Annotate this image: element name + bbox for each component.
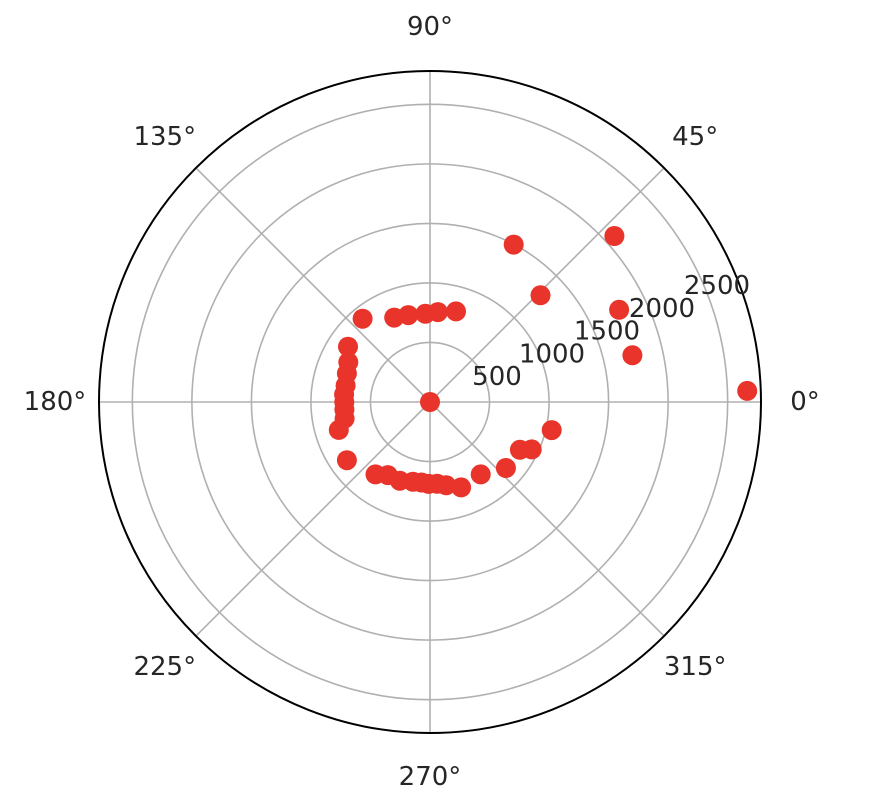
data-point (336, 450, 357, 471)
theta-gridline-315 (429, 401, 665, 637)
data-point (503, 234, 524, 255)
theta-gridline-135 (195, 167, 431, 403)
r-gridline-500 (369, 341, 491, 463)
polar-grid (99, 71, 761, 733)
r-gridline-2500 (131, 103, 729, 701)
theta-tick-label: 90° (407, 12, 453, 42)
data-point (384, 307, 405, 328)
r-gridline-2000 (191, 163, 669, 641)
theta-gridline-45 (429, 167, 665, 403)
r-gridline-1500 (250, 222, 610, 582)
theta-tick-label: 270° (399, 762, 462, 792)
data-point (622, 345, 643, 366)
r-tick-label: 500 (472, 362, 522, 392)
data-point (521, 439, 542, 460)
data-point (737, 380, 758, 401)
data-point (328, 419, 349, 440)
data-point (436, 475, 457, 496)
theta-tick-label: 135° (133, 122, 196, 152)
data-point (338, 336, 358, 357)
theta-tick-label: 45° (672, 122, 718, 152)
data-point (541, 420, 562, 441)
theta-gridline-225 (195, 401, 431, 637)
theta-tick-label: 225° (133, 652, 196, 682)
r-gridline-1000 (310, 282, 550, 522)
data-point (470, 464, 491, 485)
r-tick-label: 2500 (684, 271, 750, 301)
data-point (451, 477, 472, 498)
data-point (530, 285, 551, 306)
data-point (420, 392, 440, 412)
data-point (604, 226, 625, 246)
data-point (495, 458, 516, 478)
data-point (446, 301, 466, 322)
polar-frame (98, 70, 762, 734)
theta-tick-label: 315° (664, 652, 727, 682)
data-point (352, 308, 373, 329)
tick-labels: 0°45°90°135°180°225°270°315°500100015002… (24, 12, 820, 792)
r-tick-label: 1500 (574, 317, 640, 347)
theta-tick-label: 180° (24, 387, 87, 417)
polar-outer-circle (98, 70, 762, 734)
theta-tick-label: 0° (790, 387, 820, 417)
r-tick-label: 1000 (519, 339, 585, 369)
data-point (609, 299, 630, 320)
r-tick-label: 2000 (629, 294, 695, 324)
data-points (328, 226, 758, 498)
data-point (415, 303, 436, 324)
